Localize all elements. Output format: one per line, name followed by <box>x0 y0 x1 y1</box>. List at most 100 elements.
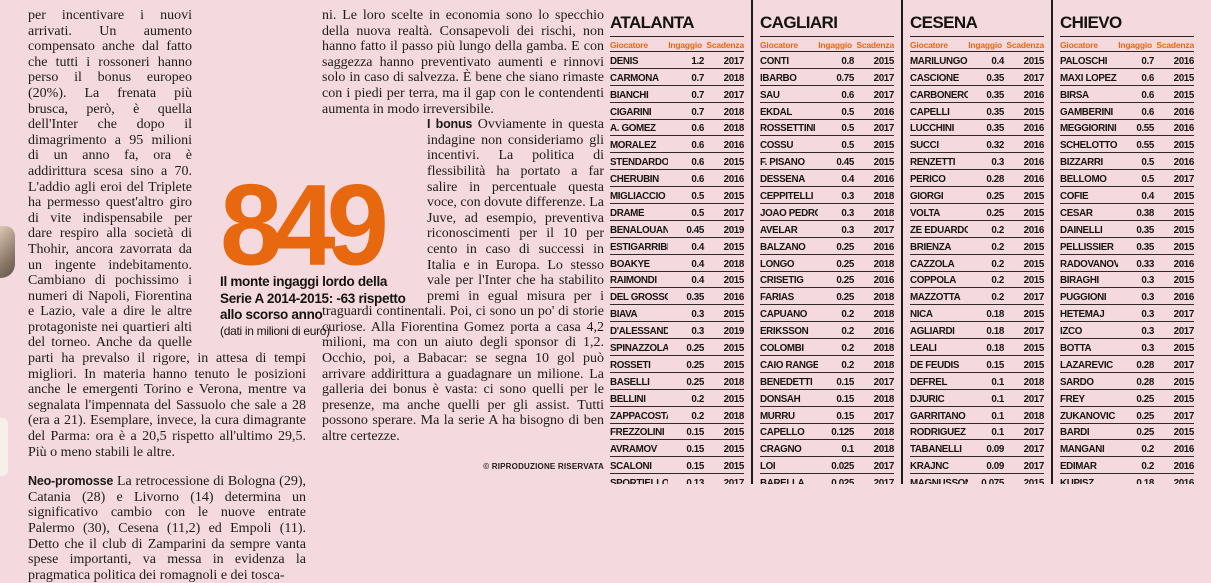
player-name: AVELAR <box>760 224 798 236</box>
table-row: ZAPPACOSTA 0.2 2018 <box>610 407 744 424</box>
player-contract-expiry: 2019 <box>723 224 744 236</box>
player-contract-expiry: 2017 <box>873 89 894 101</box>
player-salary: 0.35 <box>986 89 1004 101</box>
player-contract-expiry: 2016 <box>1023 89 1044 101</box>
player-contract-expiry: 2015 <box>723 461 744 473</box>
player-contract-expiry: 2015 <box>1173 241 1194 253</box>
player-contract-expiry: 2017 <box>1023 72 1044 84</box>
table-row: VOLTA 0.25 2015 <box>910 204 1044 221</box>
player-contract-expiry: 2017 <box>873 461 894 473</box>
player-salary: 0.25 <box>686 359 704 371</box>
player-contract-expiry: 2017 <box>873 224 894 236</box>
player-salary: 1.2 <box>691 55 704 67</box>
player-name: PERICO <box>910 174 946 186</box>
player-contract-expiry: 2016 <box>1173 444 1194 456</box>
player-contract-expiry: 2015 <box>1173 207 1194 219</box>
table-row: MORALEZ 0.6 2016 <box>610 136 744 154</box>
player-salary: 0.25 <box>986 191 1004 203</box>
player-name: PUGGIONI <box>1060 292 1107 304</box>
player-name: CAPELLO <box>760 427 805 439</box>
player-name: DONSAH <box>760 393 801 405</box>
player-contract-expiry: 2017 <box>723 55 744 67</box>
table-row: RADOVANOVIC 0.33 2016 <box>1060 255 1194 272</box>
stat-caption: Il monte ingaggi lordo della Serie A 201… <box>220 274 406 322</box>
player-salary: 0.35 <box>1136 241 1154 253</box>
player-contract-expiry: 2018 <box>873 427 894 439</box>
player-contract-expiry: 2016 <box>1023 224 1044 236</box>
player-name: DE FEUDIS <box>910 359 960 371</box>
player-name: ROSSETI <box>610 359 651 371</box>
table-row: DENIS 1.2 2017 <box>610 52 744 69</box>
player-name: MANGANI <box>1060 444 1105 456</box>
table-row: D'ALESSANDRO 0.3 2019 <box>610 322 744 340</box>
player-contract-expiry: 2017 <box>873 376 894 388</box>
player-name: CARMONA <box>610 72 659 84</box>
table-row: ESTIGARRIBIA 0.4 2015 <box>610 238 744 255</box>
table-row: DESSENA 0.4 2016 <box>760 170 894 188</box>
player-contract-expiry: 2015 <box>723 191 744 203</box>
player-contract-expiry: 2016 <box>873 326 894 338</box>
table-row: MURRU 0.15 2017 <box>760 407 894 424</box>
table-row: NICA 0.18 2015 <box>910 305 1044 323</box>
player-salary: 0.35 <box>986 106 1004 118</box>
player-name: CONTI <box>760 55 789 67</box>
player-name: FREY <box>1060 393 1085 405</box>
player-name: LAZAREVIC <box>1060 359 1113 371</box>
player-contract-expiry: 2018 <box>873 444 894 456</box>
player-contract-expiry: 2018 <box>723 72 744 84</box>
player-salary: 0.6 <box>1141 89 1154 101</box>
table-row: ERIKSSON 0.2 2016 <box>760 322 894 340</box>
table-row: CESAR 0.38 2015 <box>1060 204 1194 221</box>
table-row: GAMBERINI 0.6 2016 <box>1060 103 1194 120</box>
player-contract-expiry: 2016 <box>723 140 744 152</box>
table-row: MAGNUSSON 0.075 2015 <box>910 474 1044 484</box>
player-salary: 0.25 <box>1136 410 1154 422</box>
player-name: RENZETTI <box>910 157 956 169</box>
player-contract-expiry: 2016 <box>1173 258 1194 270</box>
table-row: CHERUBIN 0.6 2016 <box>610 170 744 188</box>
player-contract-expiry: 2016 <box>723 292 744 304</box>
player-name: NICA <box>910 309 933 321</box>
player-name: CAPUANO <box>760 309 808 321</box>
player-name: RODRIGUEZ <box>910 427 966 439</box>
player-name: CRAGNO <box>760 444 802 456</box>
player-salary: 0.33 <box>1136 258 1154 270</box>
table-row: BIAVA 0.3 2015 <box>610 305 744 323</box>
player-name: JOAO PEDRO <box>760 207 818 219</box>
player-contract-expiry: 2015 <box>1173 140 1194 152</box>
player-name: ZÉ EDUARDO <box>910 224 968 236</box>
player-salary: 0.5 <box>691 207 704 219</box>
player-name: COLOMBI <box>760 343 804 355</box>
table-row: FREZZOLINI 0.15 2015 <box>610 424 744 441</box>
player-name: MIGLIACCIO <box>610 191 666 203</box>
player-contract-expiry: 2015 <box>723 359 744 371</box>
player-contract-expiry: 2015 <box>1173 89 1194 101</box>
player-name: DESSENA <box>760 174 805 186</box>
player-salary: 0.25 <box>836 258 854 270</box>
player-name: BENEDETTI <box>760 376 813 388</box>
table-row: SCHELOTTO 0.55 2015 <box>1060 136 1194 154</box>
player-contract-expiry: 2015 <box>1173 72 1194 84</box>
table-row: IBARBO 0.75 2017 <box>760 69 894 86</box>
table-row: ZÉ EDUARDO 0.2 2016 <box>910 221 1044 238</box>
player-salary: 0.125 <box>831 427 854 439</box>
player-salary: 0.6 <box>1141 72 1154 84</box>
table-row: STENDARDO 0.6 2015 <box>610 153 744 171</box>
table-row: CASCIONE 0.35 2017 <box>910 69 1044 86</box>
player-contract-expiry: 2015 <box>873 157 894 169</box>
table-team-name: ATALANTA <box>610 12 744 37</box>
player-salary: 0.3 <box>1141 292 1154 304</box>
player-contract-expiry: 2016 <box>1173 123 1194 135</box>
salary-table-cagliari: CAGLIARI Giocatore Ingaggio Scadenza CONTI 0.… <box>760 0 894 484</box>
player-contract-expiry: 2015 <box>1023 343 1044 355</box>
player-contract-expiry: 2015 <box>1023 478 1044 484</box>
player-name: AVRAMOV <box>610 444 657 456</box>
player-salary: 0.1 <box>991 427 1004 439</box>
player-salary: 0.35 <box>986 123 1004 135</box>
player-name: MAGNUSSON <box>910 478 968 484</box>
player-name: PALOSCHI <box>1060 55 1108 67</box>
player-salary: 0.75 <box>836 72 854 84</box>
player-salary: 0.4 <box>691 275 704 287</box>
table-row: GIORGI 0.25 2015 <box>910 187 1044 205</box>
player-contract-expiry: 2017 <box>1023 444 1044 456</box>
